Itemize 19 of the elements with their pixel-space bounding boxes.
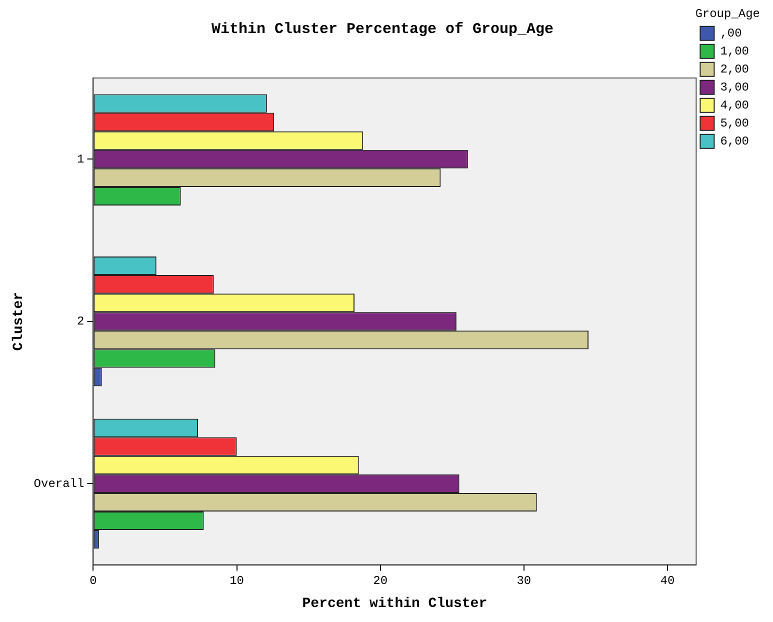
legend-label: 1,00: [720, 44, 750, 59]
chart-title: Within Cluster Percentage of Group_Age: [211, 20, 554, 38]
x-tick-label: 30: [516, 574, 532, 588]
legend-label: 3,00: [720, 80, 750, 95]
y-tick-label: 1: [77, 152, 84, 166]
legend-label: ,00: [720, 26, 742, 41]
y-tick-label: 2: [77, 314, 84, 329]
x-tick-label: 40: [660, 574, 675, 588]
legend-label: 5,00: [720, 116, 750, 131]
y-axis-title: Cluster: [10, 292, 27, 351]
legend-label: 6,00: [720, 134, 750, 149]
x-axis-title: Percent within Cluster: [302, 596, 488, 612]
x-tick-label: 10: [230, 574, 244, 588]
legend-label: 4,00: [720, 98, 750, 113]
x-tick-label: 20: [373, 574, 388, 588]
legend-title: Group_Age: [695, 7, 760, 22]
legend-label: 2,00: [720, 62, 750, 77]
x-tick-label: 0: [90, 574, 97, 588]
y-tick-label: Overall: [34, 476, 84, 491]
